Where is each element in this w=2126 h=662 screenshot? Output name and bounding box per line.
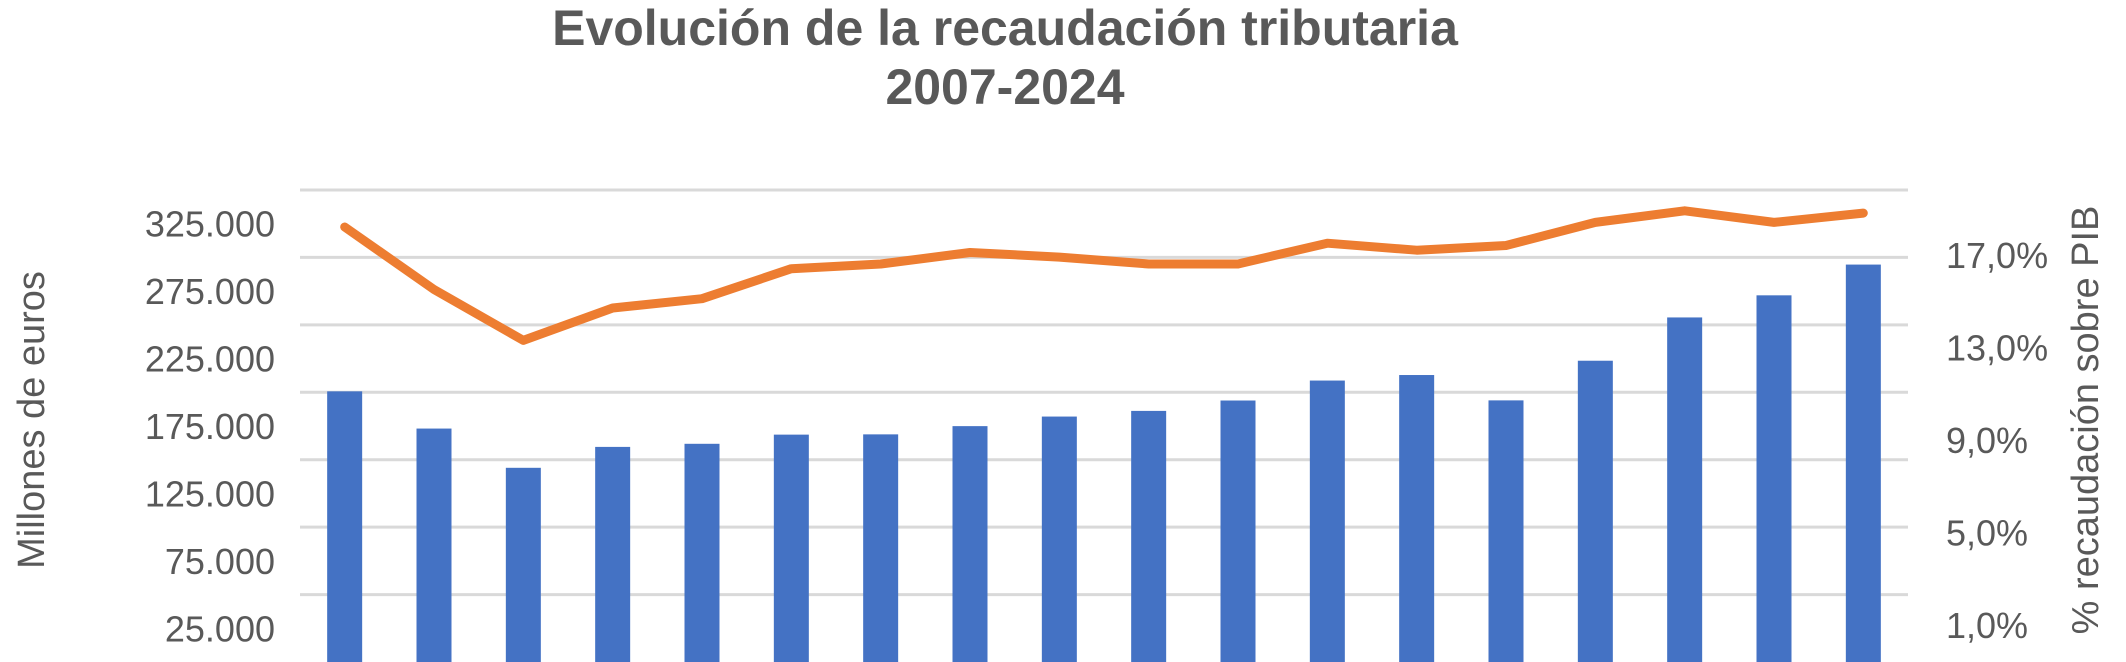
bar-2009 <box>505 467 541 662</box>
y2-tick-label: 5,0% <box>1946 512 2028 553</box>
y-tick-label: 75.000 <box>165 541 275 582</box>
bar-2010 <box>595 446 631 662</box>
bar-2017 <box>1220 400 1256 662</box>
y-tick-label: 225.000 <box>145 339 275 380</box>
y2-tick-label: 1,0% <box>1946 605 2028 646</box>
line-path <box>340 206 1868 345</box>
gridlines <box>300 188 1908 597</box>
y-tick-label: 175.000 <box>145 406 275 447</box>
bar-2014 <box>952 426 988 662</box>
bar-2022 <box>1667 317 1703 662</box>
bar-2021 <box>1577 360 1613 662</box>
bar-2019 <box>1399 375 1435 662</box>
bar-series <box>327 264 1881 662</box>
y-tick-label: 275.000 <box>145 271 275 312</box>
y-tick-label: 325.000 <box>145 204 275 245</box>
bar-2015 <box>1041 416 1077 662</box>
y-axis-title: Millones de euros <box>11 271 53 569</box>
bar-2011 <box>684 443 720 662</box>
bar-2020 <box>1488 400 1524 662</box>
y-tick-label: 125.000 <box>145 473 275 514</box>
bar-2013 <box>863 434 899 662</box>
bar-2008 <box>416 428 452 662</box>
bar-2024 <box>1845 264 1881 662</box>
line-series <box>340 206 1868 345</box>
bar-2018 <box>1309 380 1345 662</box>
bar-2012 <box>773 434 809 662</box>
bar-2016 <box>1131 410 1167 662</box>
y2-tick-label: 17,0% <box>1946 235 2048 276</box>
y-tick-label: 25.000 <box>165 608 275 649</box>
y2-tick-label: 9,0% <box>1946 420 2028 461</box>
chart-subtitle: 2007-2024 <box>885 59 1124 115</box>
bar-2007 <box>327 391 363 662</box>
y-axis-left: 325.000 275.000 225.000 175.000 125.000 75.00… <box>145 204 275 650</box>
chart-title: Evolución de la recaudación tributaria <box>552 0 1459 56</box>
y2-axis-title: % recaudación sobre PIB <box>2065 206 2107 635</box>
bar-2023 <box>1756 295 1792 662</box>
y-axis-right: 17,0% 13,0% 9,0% 5,0% 1,0% <box>1946 235 2048 646</box>
y2-tick-label: 13,0% <box>1946 327 2048 368</box>
